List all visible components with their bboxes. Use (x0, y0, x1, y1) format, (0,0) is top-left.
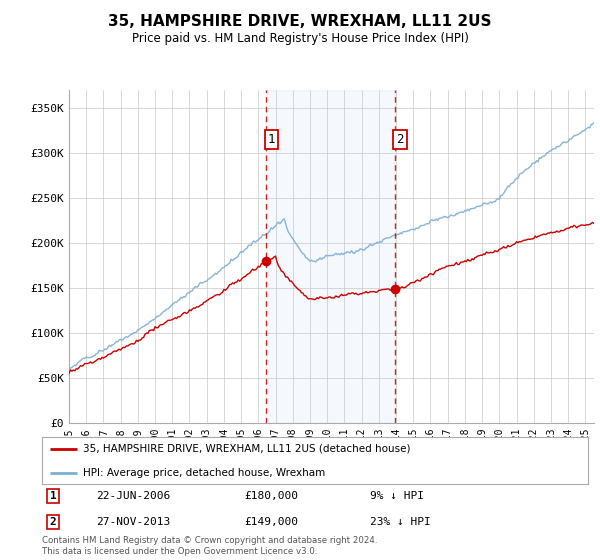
Text: Contains HM Land Registry data © Crown copyright and database right 2024.
This d: Contains HM Land Registry data © Crown c… (42, 536, 377, 556)
Bar (266, 90, 395, 423)
Text: 2: 2 (396, 133, 404, 146)
Text: 22-JUN-2006: 22-JUN-2006 (97, 491, 171, 501)
Text: Price paid vs. HM Land Registry's House Price Index (HPI): Price paid vs. HM Land Registry's House … (131, 32, 469, 45)
Text: 23% ↓ HPI: 23% ↓ HPI (370, 517, 430, 527)
Text: 2: 2 (50, 517, 56, 527)
Text: 35, HAMPSHIRE DRIVE, WREXHAM, LL11 2US: 35, HAMPSHIRE DRIVE, WREXHAM, LL11 2US (108, 14, 492, 29)
Text: 1: 1 (268, 133, 275, 146)
Text: 9% ↓ HPI: 9% ↓ HPI (370, 491, 424, 501)
Text: 27-NOV-2013: 27-NOV-2013 (97, 517, 171, 527)
Text: £180,000: £180,000 (244, 491, 298, 501)
Text: £149,000: £149,000 (244, 517, 298, 527)
Text: 1: 1 (50, 491, 56, 501)
Text: HPI: Average price, detached house, Wrexham: HPI: Average price, detached house, Wrex… (83, 468, 325, 478)
Text: 35, HAMPSHIRE DRIVE, WREXHAM, LL11 2US (detached house): 35, HAMPSHIRE DRIVE, WREXHAM, LL11 2US (… (83, 444, 410, 454)
